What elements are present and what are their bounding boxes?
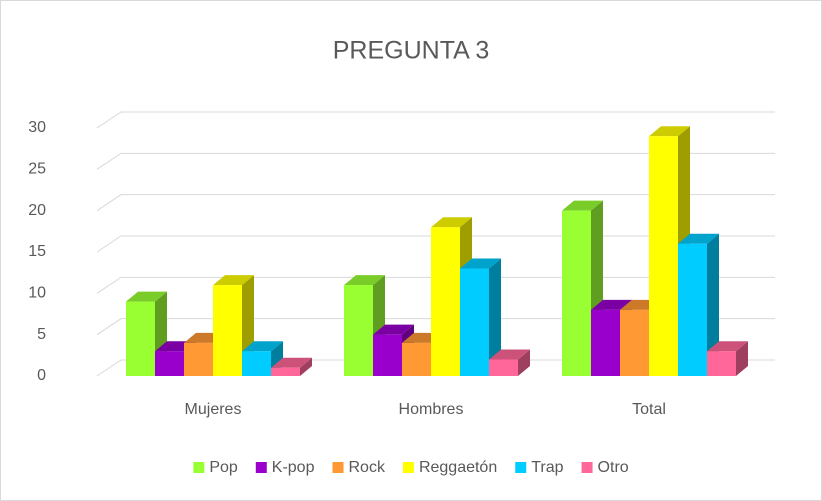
bar <box>431 227 460 376</box>
x-tick-label: Hombres <box>399 401 464 418</box>
x-tick-label: Total <box>632 401 666 418</box>
y-tick-label: 30 <box>28 119 46 136</box>
legend-swatch <box>332 462 344 473</box>
bar <box>213 285 242 376</box>
bar <box>460 268 489 376</box>
bar <box>678 243 707 376</box>
legend-swatch <box>515 462 527 473</box>
y-tick-label: 5 <box>37 326 46 343</box>
legend-swatch <box>402 462 414 473</box>
bar-side <box>518 349 530 376</box>
bar-top <box>213 275 254 286</box>
legend-swatch <box>193 462 205 473</box>
y-tick-label: 25 <box>28 161 46 178</box>
bar <box>155 351 184 376</box>
bar <box>271 367 300 376</box>
bar-top <box>489 349 530 360</box>
bar-side <box>489 258 501 376</box>
bar-side <box>707 233 719 376</box>
grid-line <box>96 276 775 294</box>
bar <box>344 285 373 376</box>
y-tick-label: 20 <box>28 202 46 219</box>
bar <box>402 342 431 376</box>
legend-label: Pop <box>209 459 238 476</box>
bar <box>489 359 518 376</box>
y-tick-label: 15 <box>28 243 46 260</box>
bar <box>649 136 678 376</box>
bar-side <box>300 357 312 376</box>
bar-top <box>242 341 283 352</box>
legend-swatch <box>581 462 593 473</box>
grid-line <box>96 359 775 377</box>
y-tick-label: 0 <box>37 367 46 384</box>
bar <box>620 309 649 376</box>
legend-label: Trap <box>531 459 563 476</box>
bar-top <box>649 126 690 137</box>
bar <box>184 342 213 376</box>
bar-top <box>591 299 632 310</box>
legend-swatch <box>255 462 267 473</box>
legend-label: Rock <box>348 459 385 476</box>
bar <box>242 351 271 376</box>
grid-line <box>96 318 775 336</box>
x-tick-label: Mujeres <box>185 401 242 418</box>
bar-top <box>431 217 472 228</box>
y-tick-label: 10 <box>28 285 46 302</box>
bar-top <box>271 357 312 368</box>
legend-label: Reggaetón <box>419 459 497 476</box>
chart-title: PREGUNTA 3 <box>333 37 490 65</box>
bar-top <box>344 275 385 286</box>
grid-line <box>96 111 775 129</box>
grid-line <box>96 152 775 170</box>
bar-side <box>736 341 748 376</box>
legend-label: Otro <box>598 459 629 476</box>
bar-top <box>562 200 603 211</box>
grid-line <box>96 235 775 253</box>
bar-top <box>678 233 719 244</box>
legend-label: K-pop <box>272 459 315 476</box>
bar-top <box>460 258 501 269</box>
bar <box>562 210 591 376</box>
grid-line <box>96 194 775 212</box>
bar-top <box>373 324 414 335</box>
bar <box>126 301 155 376</box>
bar <box>373 334 402 376</box>
bar <box>591 309 620 376</box>
bar <box>707 351 736 376</box>
bar-top <box>126 291 167 302</box>
bar-top <box>707 341 748 352</box>
